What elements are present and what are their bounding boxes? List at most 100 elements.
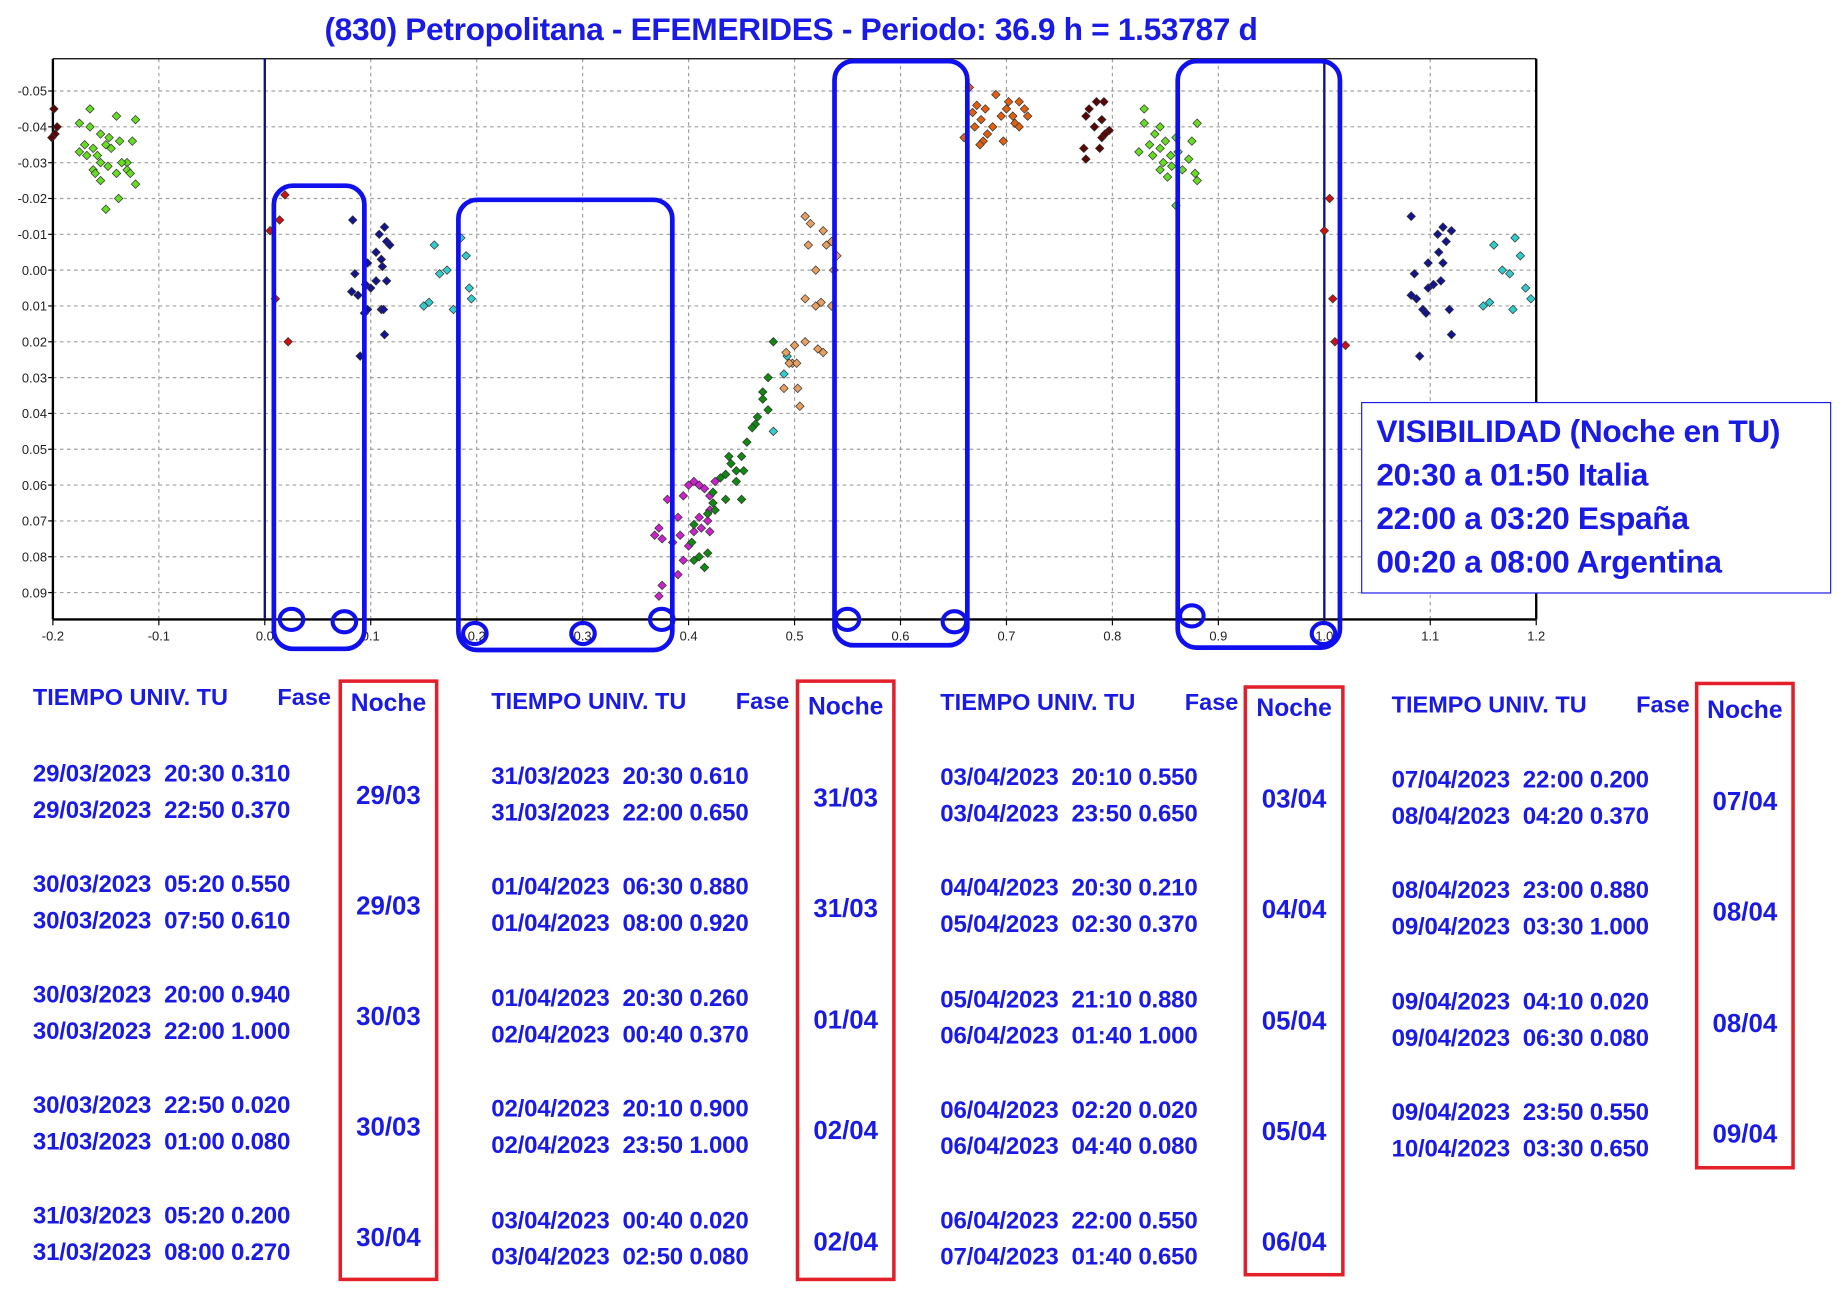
data-point [720,494,731,505]
chart-title: (830) Petropolitana - EFEMERIDES - Perio… [324,11,1258,48]
data-point [95,129,106,139]
data-point [678,491,689,501]
column-header-phase: Fase [277,685,331,712]
data-point [1438,222,1448,232]
table-row: 03/04/2023 23:50 0.650 [940,800,1198,828]
data-point [88,143,98,154]
data-point [348,215,358,225]
column-header-time: TIEMPO UNIV. TU [491,688,687,715]
data-point [127,136,138,146]
column-header-night: Noche [350,689,427,717]
table-row: 09/04/2023 03:30 1.000 [1391,913,1649,941]
data-point [434,268,445,279]
visibility-line: 20:30 a 01:50 Italia [1376,457,1649,493]
night-date: 05/04 [1261,1006,1327,1036]
data-point [752,412,763,422]
data-point [1089,122,1100,132]
data-point [1497,265,1508,275]
data-point [424,297,434,308]
data-point [758,394,768,404]
data-point [1520,283,1531,293]
visibility-window-box [456,197,675,653]
table-row: 03/04/2023 02:50 0.080 [491,1243,749,1271]
table-row: 31/03/2023 08:00 0.270 [32,1238,291,1266]
table-row: 09/04/2023 23:50 0.550 [1391,1098,1649,1127]
data-point [702,548,713,558]
y-tick-label: 0.00 [22,263,47,278]
night-date: 01/04 [813,1004,879,1035]
y-tick-label: 0.02 [22,334,47,349]
table-row: 04/04/2023 20:30 0.210 [940,874,1198,902]
data-point [800,337,810,347]
data-point [1010,118,1020,128]
data-point [742,437,752,447]
data-point [464,283,475,293]
data-point [768,426,779,437]
column-header-night: Noche [807,693,884,721]
data-point [800,211,810,222]
data-point [1081,154,1091,164]
table-row: 02/04/2023 00:40 0.370 [491,1021,749,1049]
data-point [111,111,122,121]
data-point [371,276,381,286]
data-point [85,104,95,114]
table-row: 08/04/2023 04:20 0.370 [1391,802,1649,830]
x-tick-label: 0.4 [680,629,698,644]
data-point [52,122,62,132]
phase-circle-marker [461,620,489,647]
data-point [1155,165,1165,175]
data-point [429,240,440,250]
table-row: 01/04/2023 08:00 0.920 [491,909,749,937]
data-point [800,294,810,304]
table-row: 30/03/2023 20:00 0.940 [32,981,291,1009]
visibility-title: VISIBILIDAD (Noche en TU) [1376,413,1781,449]
night-date: 02/04 [813,1115,879,1145]
data-point [972,100,982,111]
data-point [673,512,683,523]
x-tick-label: 0.9 [1209,629,1227,644]
data-point [694,512,704,523]
data-point [85,122,95,132]
table-row: 06/04/2023 04:40 0.080 [940,1133,1198,1161]
y-tick-label: -0.03 [18,155,47,170]
data-point [1432,229,1443,240]
table-row: 30/03/2023 07:50 0.610 [32,907,291,935]
data-point [461,251,471,261]
column-header-night: Noche [1707,697,1783,725]
data-point [1150,129,1160,139]
data-point [1478,301,1488,311]
data-point [1094,143,1105,154]
data-point [689,526,699,537]
data-point [779,369,789,379]
data-point [442,265,452,275]
column-header-phase: Fase [1184,689,1239,716]
data-point [1324,193,1335,204]
night-date: 09/04 [1712,1118,1778,1149]
data-point [74,118,85,128]
data-point [90,168,101,179]
data-point [747,423,757,433]
x-tick-label: 0.8 [1103,629,1121,644]
y-tick-label: -0.02 [18,191,47,206]
data-point [1423,258,1433,268]
data-point [789,340,800,351]
night-date: 29/03 [356,890,421,921]
data-point [79,140,90,150]
data-point [998,136,1009,146]
data-point [378,304,389,315]
night-date: 30/03 [356,1001,421,1031]
data-point [731,466,742,476]
data-point [736,494,747,505]
data-point [699,562,710,573]
table-row: 02/04/2023 23:50 1.000 [491,1131,749,1159]
table-row: 09/04/2023 06:30 0.080 [1391,1024,1649,1052]
data-point [1510,233,1520,243]
table-row: 10/04/2023 03:30 0.650 [1391,1135,1649,1163]
table-row: 07/04/2023 01:40 0.650 [940,1243,1198,1271]
data-point [1134,147,1144,157]
night-date: 03/04 [1261,783,1327,814]
data-point [687,537,697,548]
table-row: 31/03/2023 22:00 0.650 [491,799,749,827]
data-point [1446,225,1457,236]
